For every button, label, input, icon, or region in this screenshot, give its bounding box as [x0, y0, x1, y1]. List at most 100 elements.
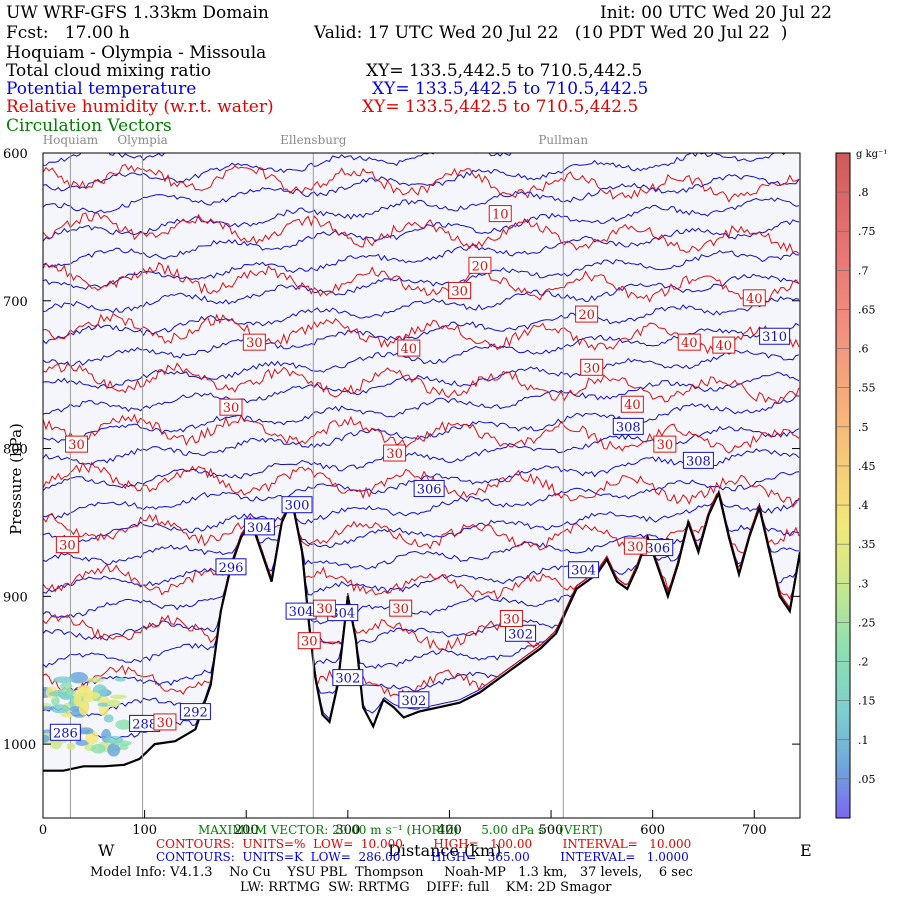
cloud-mixing-cell [73, 693, 82, 707]
colorbar-tick-label: .45 [858, 460, 876, 473]
rh-label: 40 [624, 398, 641, 413]
max-vector-note: MAXIMUM VECTOR: 20.00 m s⁻¹ (HORIZ) 5.00… [198, 823, 603, 837]
theta-label: 292 [183, 706, 208, 721]
theta-label: 308 [686, 454, 711, 469]
rh-label: 30 [392, 602, 409, 617]
colorbar-tick-label: .4 [858, 499, 869, 512]
cloud-mixing-cell [53, 676, 74, 684]
rh-label: 30 [301, 635, 318, 650]
theta-label: 302 [335, 672, 360, 687]
route-title: Hoquiam - Olympia - Missoula [6, 43, 267, 63]
rh-label: 30 [157, 716, 174, 731]
var2-label: Potential temperature [6, 79, 197, 99]
y-axis-title: Pressure (hPa) [6, 423, 25, 535]
rh-contour [43, 362, 800, 405]
cloud-mixing-cell [98, 703, 109, 716]
var4-label: Circulation Vectors [6, 116, 172, 136]
colorbar-unit: g kg⁻¹ [856, 149, 887, 160]
theta-label-box [281, 496, 313, 514]
y-tick-label: 1000 [3, 738, 36, 753]
rh-contour [43, 163, 800, 203]
theta-contour [43, 219, 800, 290]
theta-contour [43, 273, 800, 345]
rh-label: 40 [746, 292, 763, 307]
rh-label: 30 [386, 447, 403, 462]
colorbar-tick-label: .7 [858, 264, 869, 277]
theta-contour [43, 249, 800, 314]
rh-label: 30 [627, 540, 644, 555]
colorbar-tick-label: .8 [858, 186, 869, 199]
cloud-mixing-cell [69, 672, 89, 684]
theta-label-box [682, 451, 714, 469]
cloud-mixing-cell [43, 702, 52, 708]
cloud-mixing-cell [43, 734, 50, 744]
theta-label: 304 [289, 605, 314, 620]
theta-label: 286 [53, 726, 78, 741]
theta-contour [43, 197, 800, 269]
y-tick-label: 600 [3, 147, 28, 162]
var3-xy: XY= 133.5,442.5 to 710.5,442.5 [362, 97, 639, 117]
x-tick-label: 600 [640, 823, 665, 838]
theta-label-box [215, 558, 247, 576]
location-label: Hoquiam [43, 133, 99, 147]
theta-contour [43, 395, 800, 466]
theta-contour [43, 493, 800, 618]
rh-label: 40 [681, 336, 698, 351]
theta-contour [43, 153, 786, 214]
theta-contour [43, 322, 800, 389]
rh-label: 10 [492, 208, 509, 223]
rh-label: 30 [223, 401, 240, 416]
rh-label-box [389, 599, 413, 617]
cloud-mixing-cell [97, 696, 110, 705]
colorbar-tick-label: .75 [858, 225, 876, 238]
cloud-mixing-cell [114, 677, 126, 682]
cloud-mixing-cell [61, 712, 74, 718]
theta-label-box [612, 417, 644, 435]
domain-title: UW WRF-GFS 1.33km Domain [6, 3, 269, 23]
theta-label-box [413, 479, 445, 497]
rh-label-box [499, 610, 523, 627]
rh-label-box [580, 358, 604, 376]
cloud-mixing-cell [51, 696, 60, 706]
rh-label: 30 [583, 361, 600, 376]
cloud-mixing-cell [104, 735, 124, 744]
rh-label: 20 [472, 259, 489, 274]
cloud-mixing-cell [97, 702, 111, 707]
theta-label: 288 [132, 717, 157, 732]
theta-label-box [332, 669, 364, 687]
location-label: Pullman [538, 133, 588, 147]
theta-label: 306 [417, 482, 442, 497]
theta-label: 310 [762, 330, 787, 345]
rh-label: 30 [451, 284, 468, 299]
rh-contour [43, 212, 800, 254]
rh-label-box [653, 435, 677, 453]
x-tick-label: 300 [335, 823, 360, 838]
x-tick-label: 700 [742, 823, 767, 838]
cloud-mixing-cell [103, 714, 114, 723]
colorbar [835, 152, 851, 819]
rh-label-box [242, 333, 266, 351]
model-info: Model Info: V4.1.3 No Cu YSU PBL Thompso… [90, 865, 693, 880]
theta-contour [43, 174, 800, 242]
colorbar-tick-label: .35 [858, 538, 876, 551]
rh-label-box [468, 256, 492, 274]
rh-label: 30 [316, 602, 333, 617]
rh-label-box [383, 444, 407, 462]
rh-contour [43, 312, 800, 355]
theta-label: 302 [508, 627, 533, 642]
rh-label: 30 [59, 539, 76, 554]
physics-info: LW: RRTMG SW: RRTMG DIFF: full KM: 2D Sm… [240, 880, 612, 895]
cloud-mixing-cell [91, 743, 106, 754]
x-tick-label: 200 [234, 823, 259, 838]
cloud-mixing-cell [78, 702, 89, 716]
theta-contour [43, 296, 800, 368]
rh-contour [43, 461, 800, 508]
cloud-mixing-cell [60, 682, 73, 690]
cloud-mixing-cell [66, 742, 76, 751]
rh-label: 30 [657, 438, 674, 453]
theta-label: 304 [330, 607, 355, 622]
rh-label-box [488, 205, 512, 223]
rh-label: 40 [716, 339, 733, 354]
colorbar-tick-label: .65 [858, 303, 876, 316]
rh-label: 30 [503, 613, 520, 628]
